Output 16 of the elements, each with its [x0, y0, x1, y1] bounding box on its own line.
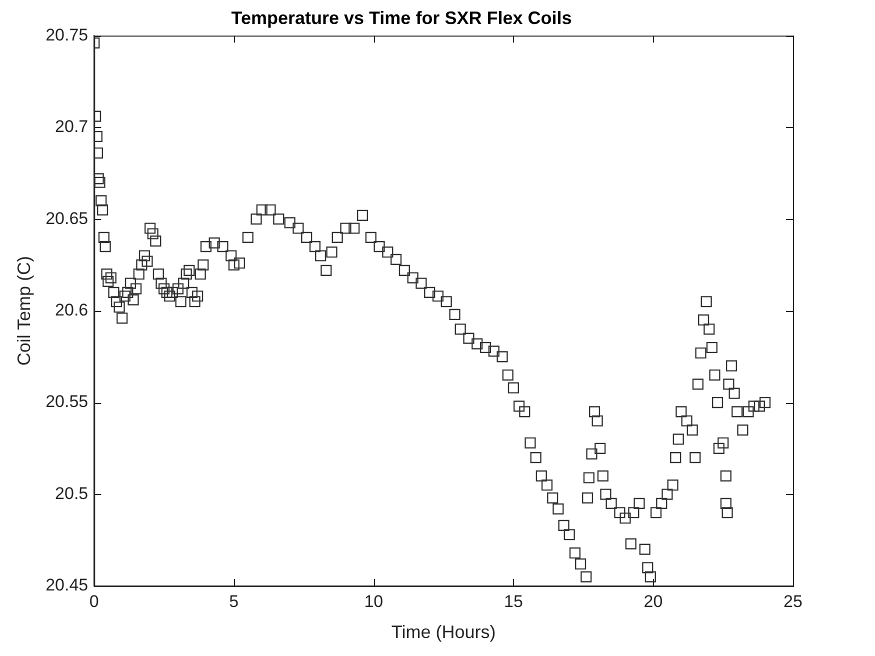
x-tick-label: 25 — [784, 592, 802, 611]
chart-title: Temperature vs Time for SXR Flex Coils — [231, 8, 572, 28]
x-tick-label: 20 — [644, 592, 663, 611]
x-tick-label: 15 — [504, 592, 523, 611]
x-axis-title: Time (Hours) — [391, 622, 496, 642]
y-tick-label: 20.75 — [46, 25, 88, 44]
y-tick-label: 20.55 — [46, 392, 88, 412]
x-tick-label: 5 — [229, 592, 239, 611]
y-tick-label: 20.6 — [55, 300, 88, 320]
y-tick-label: 20.5 — [55, 484, 88, 503]
y-axis-title: Coil Temp (C) — [14, 256, 34, 366]
y-tick-label: 20.45 — [46, 576, 88, 595]
x-tick-label: 0 — [89, 592, 99, 611]
y-tick-label: 20.7 — [55, 117, 88, 136]
x-tick-label: 10 — [364, 592, 384, 611]
y-tick-label: 20.65 — [46, 208, 88, 228]
